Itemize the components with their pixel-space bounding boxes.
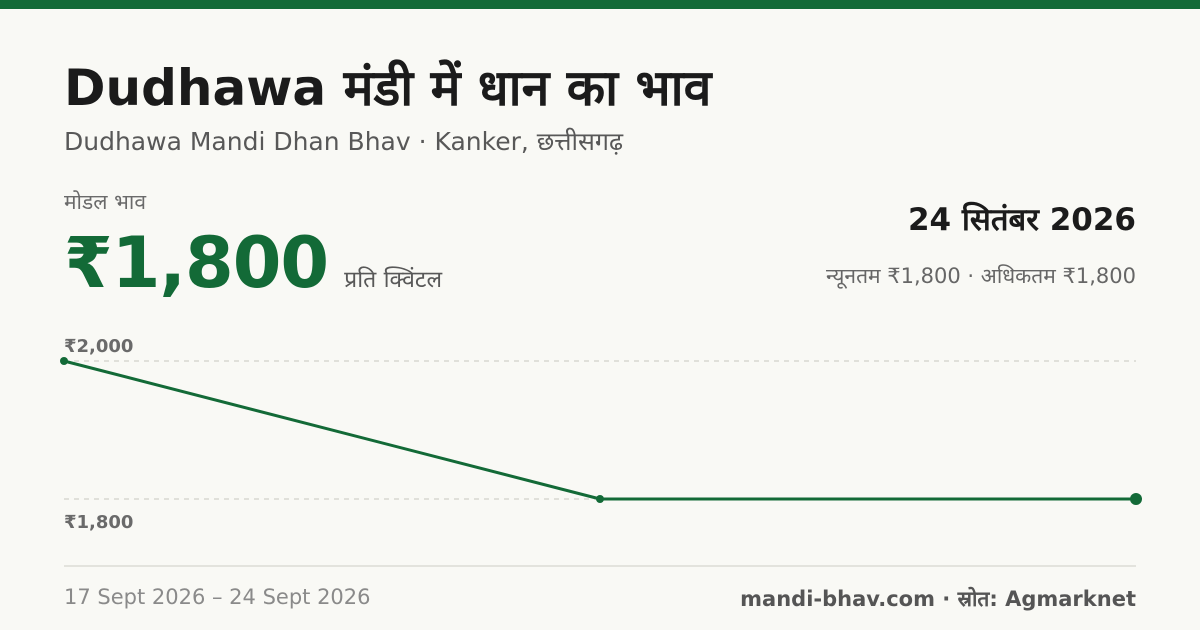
page-subtitle: Dudhawa Mandi Dhan Bhav · Kanker, छत्तीस… xyxy=(64,127,624,156)
footer-divider xyxy=(64,565,1136,567)
y-tick-label: ₹1,800 xyxy=(64,512,133,533)
top-accent-bar xyxy=(0,0,1200,9)
y-tick-label: ₹2,000 xyxy=(64,336,133,357)
modal-price-value: ₹1,800 xyxy=(64,222,329,304)
page-title: Dudhawa मंडी में धान का भाव xyxy=(64,59,712,117)
price-trend-chart: ₹2,000 ₹1,800 xyxy=(0,320,1200,550)
footer-date-range: 17 Sept 2026 – 24 Sept 2026 xyxy=(64,585,371,609)
chart-svg: ₹2,000 ₹1,800 xyxy=(60,336,1142,533)
price-line xyxy=(63,359,1136,501)
modal-price-label: मोडल भाव xyxy=(64,190,147,214)
data-point xyxy=(596,495,604,503)
price-unit: प्रति क्विंटल xyxy=(344,267,443,293)
modal-price-row: ₹1,800 प्रति क्विंटल xyxy=(64,222,442,304)
min-max-range: न्यूनतम ₹1,800 · अधिकतम ₹1,800 xyxy=(826,264,1136,288)
price-date: 24 सितंबर 2026 xyxy=(907,202,1136,238)
latest-data-point xyxy=(1130,493,1142,505)
data-point xyxy=(60,357,68,365)
footer-source: mandi-bhav.com · स्रोत: Agmarknet xyxy=(740,587,1136,611)
